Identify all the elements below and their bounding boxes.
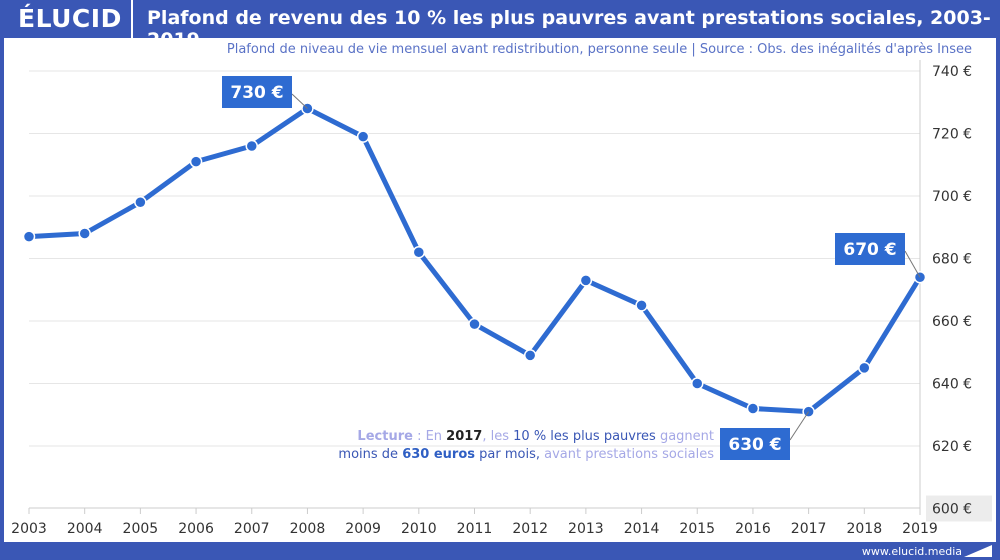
data-point [468, 317, 481, 331]
data-point [635, 299, 648, 312]
xtick-label: 2009 [345, 521, 381, 537]
annotation-leader [789, 411, 810, 441]
annotation-leader [291, 93, 308, 109]
data-point [579, 274, 593, 287]
data-point [78, 227, 91, 240]
data-point [189, 155, 203, 168]
annotation-box [720, 428, 790, 460]
note-year: 2017 [446, 429, 483, 444]
note-lecture: Lecture [357, 429, 413, 444]
annotation-leader [904, 250, 921, 278]
xtick-label: 2015 [679, 521, 715, 537]
data-point [746, 402, 760, 415]
ytick-label: 700 € [932, 189, 972, 205]
xtick-label: 2007 [234, 521, 270, 537]
note-text: , les [482, 429, 514, 444]
annotation-box [222, 76, 292, 108]
ytick-label: 600 € [932, 502, 972, 518]
reading-note: Lecture : En 2017, les 10 % les plus pau… [338, 428, 714, 464]
xtick-label: 2008 [290, 521, 326, 537]
chart-area [4, 38, 996, 542]
series-line [28, 106, 923, 415]
xtick-label: 2018 [846, 521, 882, 537]
note-amount: 630 euros [402, 447, 476, 462]
data-point [245, 139, 258, 153]
annotation-label: 670 € [843, 240, 896, 260]
header: ÉLUCID Plafond de revenu des 10 % les pl… [0, 0, 1000, 51]
website-link[interactable]: www.elucid.media [861, 545, 962, 558]
xtick-label: 2014 [624, 521, 660, 537]
logo: ÉLUCID [18, 4, 122, 33]
data-point [412, 246, 426, 259]
note-text: avant prestations sociales [539, 447, 714, 462]
data-point [134, 196, 147, 209]
ytick-label: 640 € [932, 377, 972, 393]
ytick-label: 720 € [932, 127, 972, 143]
xtick-label: 2011 [457, 521, 493, 537]
ytick-label: 660 € [932, 314, 972, 330]
flag-icon [964, 545, 992, 557]
xtick-label: 2019 [902, 521, 938, 537]
xtick-label: 2012 [512, 521, 548, 537]
xtick-label: 2010 [401, 521, 437, 537]
note-text: gagnent [655, 429, 714, 444]
chart-subtitle: Plafond de niveau de vie mensuel avant r… [226, 42, 972, 57]
note-text: moins de [338, 447, 403, 462]
xtick-label: 2003 [11, 521, 47, 537]
ytick-label: 620 € [932, 439, 972, 455]
note-text: : En [412, 429, 447, 444]
data-point [691, 377, 704, 390]
annotation-box [835, 233, 905, 265]
data-point [22, 230, 36, 243]
data-point [523, 349, 537, 362]
note-text: par mois, [475, 447, 540, 462]
xtick-label: 2017 [791, 521, 827, 537]
annotation-label: 730 € [230, 83, 283, 103]
annotation-label: 630 € [728, 435, 781, 455]
data-point [858, 361, 871, 375]
ytick-label: 680 € [932, 252, 972, 268]
xtick-label: 2006 [178, 521, 214, 537]
xtick-label: 2013 [568, 521, 604, 537]
note-text: 10 % les plus pauvres [513, 429, 656, 444]
xtick-label: 2005 [123, 521, 159, 537]
divider [131, 0, 133, 38]
ytick-label: 740 € [932, 64, 972, 80]
data-point [356, 130, 370, 143]
ytick-bg [926, 495, 992, 522]
xtick-label: 2004 [67, 521, 103, 537]
xtick-label: 2016 [735, 521, 771, 537]
